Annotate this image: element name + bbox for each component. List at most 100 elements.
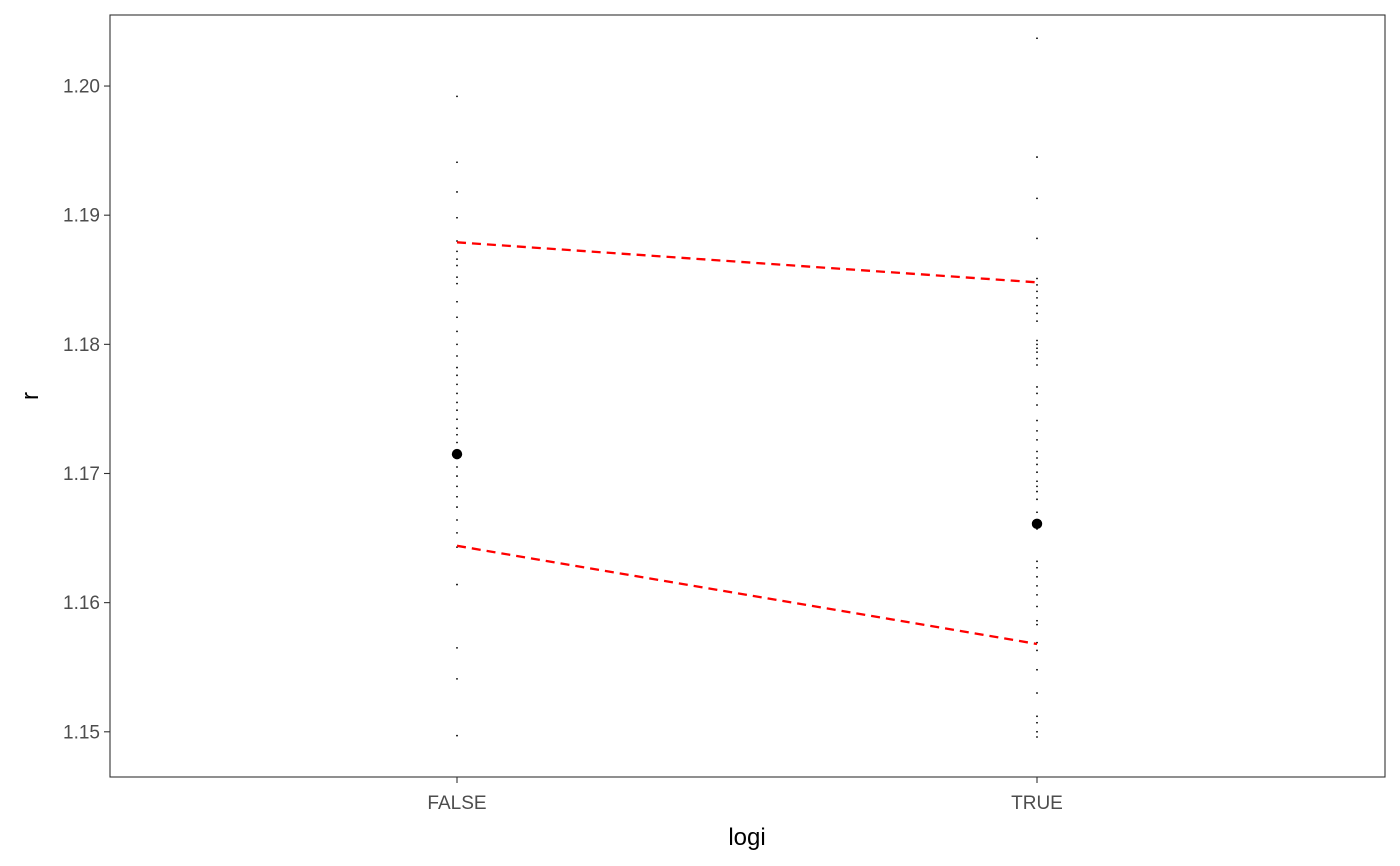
raw-data-point: [456, 583, 458, 586]
raw-data-point: [456, 401, 458, 404]
raw-data-point: [1036, 566, 1038, 569]
raw-data-point: [1036, 284, 1038, 286]
raw-data-point: [456, 427, 458, 430]
raw-data-point: [456, 264, 458, 267]
raw-data-point: [1036, 575, 1038, 578]
raw-data-point: [456, 316, 458, 319]
raw-data-point: [456, 258, 458, 260]
raw-data-point: [1036, 357, 1038, 360]
raw-data-point: [456, 519, 458, 521]
raw-data-point: [1036, 457, 1038, 459]
mean-points-layer: [451, 448, 1043, 530]
raw-data-point: [1036, 623, 1038, 626]
raw-data-point: [456, 374, 458, 377]
raw-data-point: [1036, 343, 1038, 346]
raw-data-point: [456, 475, 458, 477]
raw-data-point: [1036, 560, 1038, 563]
raw-data-point: [456, 466, 458, 468]
mean-point: [451, 448, 463, 460]
raw-data-point: [1036, 471, 1038, 474]
raw-data-point: [1036, 296, 1038, 299]
raw-data-point: [1036, 419, 1038, 422]
raw-points-layer: [456, 37, 1038, 738]
raw-data-point: [456, 485, 458, 488]
raw-data-point: [456, 366, 458, 369]
raw-data-point: [456, 191, 458, 193]
raw-data-point: [1036, 237, 1038, 240]
panel-border: [109, 14, 1386, 778]
raw-data-point: [1036, 339, 1038, 342]
raw-data-point: [456, 646, 458, 649]
raw-data-point: [1036, 351, 1038, 353]
raw-data-point: [1036, 364, 1038, 366]
raw-data-point: [1036, 715, 1038, 718]
raw-data-point: [456, 734, 458, 737]
y-tick-label: 1.19: [63, 206, 100, 227]
raw-data-point: [1036, 485, 1038, 488]
raw-data-point: [1036, 511, 1038, 514]
raw-data-point: [456, 95, 458, 98]
y-axis: 1.15 1.16 1.17 1.18 1.19 1.20: [63, 77, 110, 743]
y-tick-label: 1.18: [63, 335, 100, 356]
raw-data-point: [456, 409, 458, 412]
raw-data-point: [456, 677, 458, 680]
raw-data-point: [456, 343, 458, 346]
raw-data-point: [456, 506, 458, 508]
raw-data-point: [1036, 320, 1038, 322]
raw-data-point: [1036, 692, 1038, 694]
ci-lines-layer: [456, 241, 1038, 646]
raw-data-point: [456, 532, 458, 534]
y-axis-title: r: [17, 392, 44, 400]
raw-data-point: [1036, 304, 1038, 307]
raw-data-point: [1036, 450, 1038, 453]
x-axis-title: logi: [728, 824, 765, 851]
raw-data-point: [1036, 197, 1038, 200]
raw-data-point: [1036, 392, 1038, 395]
raw-data-point: [1036, 386, 1038, 388]
y-tick-label: 1.20: [63, 77, 100, 98]
x-tick-label: TRUE: [1011, 793, 1063, 814]
raw-data-point: [1036, 347, 1038, 350]
raw-data-point: [1036, 290, 1038, 293]
raw-data-point: [1036, 490, 1038, 493]
raw-data-point: [456, 355, 458, 357]
raw-data-point: [456, 392, 458, 395]
raw-data-point: [456, 441, 458, 444]
raw-data-point: [456, 433, 458, 436]
raw-data-point: [456, 330, 458, 333]
raw-data-point: [456, 216, 458, 219]
x-tick-label: FALSE: [427, 793, 486, 814]
raw-data-point: [456, 282, 458, 285]
raw-data-point: [456, 383, 458, 386]
raw-data-point: [1036, 404, 1038, 406]
raw-data-point: [1036, 736, 1038, 738]
raw-data-point: [456, 495, 458, 498]
raw-data-point: [1036, 277, 1038, 280]
raw-data-point: [1036, 668, 1038, 671]
ci-lower-line: [456, 544, 1038, 646]
raw-data-point: [1036, 37, 1038, 40]
raw-data-point: [1036, 730, 1038, 733]
raw-data-point: [1036, 619, 1038, 622]
raw-data-point: [1036, 498, 1038, 501]
raw-data-point: [1036, 649, 1038, 652]
raw-data-point: [1036, 429, 1038, 432]
ci-upper-line: [456, 241, 1038, 284]
mean-point: [1031, 518, 1043, 530]
raw-data-point: [456, 250, 458, 253]
raw-data-point: [1036, 480, 1038, 483]
y-tick-label: 1.17: [63, 464, 100, 485]
raw-data-point: [1036, 721, 1038, 724]
raw-data-point: [1036, 584, 1038, 587]
y-tick-label: 1.16: [63, 593, 100, 614]
raw-data-point: [1036, 312, 1038, 315]
raw-data-point: [1036, 605, 1038, 608]
raw-data-point: [456, 161, 458, 164]
raw-data-point: [1036, 593, 1038, 596]
x-axis: FALSE TRUE: [427, 777, 1063, 814]
y-tick-label: 1.15: [63, 722, 100, 743]
raw-data-point: [456, 300, 458, 303]
raw-data-point: [456, 418, 458, 421]
